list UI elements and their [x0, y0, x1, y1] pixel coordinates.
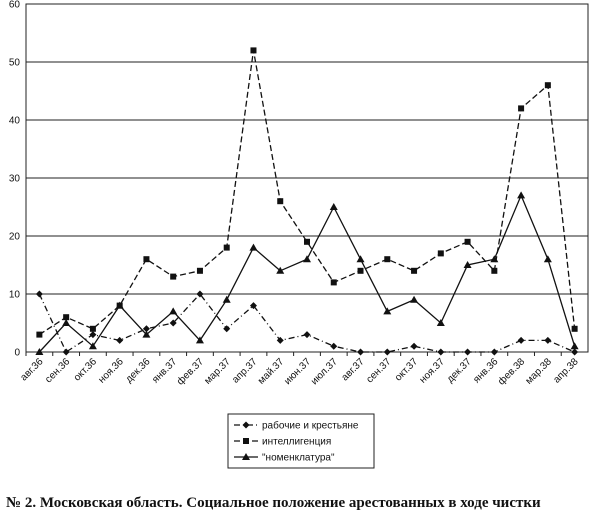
marker [35, 348, 44, 355]
marker [249, 243, 258, 251]
y-tick-label: 10 [9, 290, 21, 301]
marker [277, 198, 284, 205]
marker [89, 331, 97, 339]
marker [223, 325, 231, 333]
marker [383, 307, 392, 315]
marker [464, 348, 472, 356]
marker [303, 331, 311, 339]
marker [62, 319, 71, 326]
marker [36, 331, 43, 338]
marker [169, 319, 177, 327]
x-tick-label: сен.37 [364, 356, 393, 385]
y-tick-label: 40 [9, 116, 21, 127]
marker [89, 325, 96, 332]
marker [195, 336, 204, 344]
marker [357, 348, 365, 356]
marker [410, 295, 419, 303]
marker [571, 325, 578, 332]
marker [329, 203, 338, 210]
marker [330, 342, 338, 350]
marker [410, 342, 418, 350]
x-tick-label: фев.37 [174, 355, 206, 387]
x-tick-label: ноя.37 [418, 356, 448, 386]
x-tick-label: дек.37 [445, 356, 474, 385]
marker [169, 307, 178, 315]
marker [330, 279, 337, 286]
marker [35, 290, 43, 298]
x-tick-label: окт.36 [72, 356, 99, 383]
x-tick-label: ноя.36 [97, 356, 127, 386]
x-tick-label: авг.37 [340, 356, 367, 383]
y-tick-label: 30 [9, 174, 21, 185]
x-tick-label: сен.36 [43, 356, 72, 385]
marker [249, 302, 257, 310]
legend-label: рабочие и крестьяне [262, 420, 359, 432]
marker [357, 267, 364, 274]
series-line [39, 50, 576, 336]
marker [544, 336, 552, 344]
marker [243, 438, 249, 444]
marker [384, 256, 391, 263]
marker [491, 267, 498, 274]
caption: № 2. Московская область. Социальное поло… [6, 495, 541, 511]
marker [517, 191, 526, 199]
marker [356, 255, 365, 263]
marker [518, 105, 525, 112]
marker [437, 250, 444, 257]
marker [196, 267, 203, 274]
x-tick-label: июн.37 [282, 356, 313, 387]
x-tick-label: май.37 [256, 356, 287, 387]
x-tick-label: апр.37 [230, 356, 260, 386]
marker [436, 319, 445, 326]
marker [490, 348, 498, 356]
legend-label: "номенклатура" [262, 453, 335, 464]
marker [544, 82, 551, 89]
marker [242, 421, 250, 429]
marker [63, 314, 70, 321]
marker [116, 336, 124, 344]
marker [304, 238, 310, 245]
y-tick-label: 50 [9, 58, 21, 69]
marker [250, 47, 257, 54]
marker [570, 342, 579, 350]
marker [437, 348, 445, 356]
legend-label: интеллигенция [262, 437, 331, 448]
marker [383, 348, 391, 356]
marker [303, 255, 311, 263]
marker [222, 295, 231, 303]
x-tick-label: авг.36 [18, 356, 45, 383]
x-tick-label: фев.38 [495, 355, 527, 387]
marker [571, 348, 579, 356]
marker [62, 348, 70, 356]
marker [142, 330, 151, 338]
marker [543, 255, 552, 263]
x-tick-label: июл.37 [309, 356, 340, 387]
x-tick-label: апр.38 [551, 356, 581, 386]
marker [115, 301, 124, 309]
marker [242, 453, 250, 460]
marker [143, 256, 150, 263]
marker [490, 255, 499, 263]
x-tick-label: мар.38 [524, 356, 555, 387]
marker [276, 266, 285, 274]
marker [517, 336, 525, 344]
marker [196, 290, 204, 298]
y-tick-label: 20 [9, 232, 21, 243]
marker [463, 261, 472, 268]
x-tick-label: дек.36 [124, 356, 153, 385]
x-tick-label: окт.37 [393, 356, 420, 383]
y-tick-label: 0 [14, 348, 20, 359]
x-tick-label: мар.37 [202, 356, 233, 387]
marker [88, 342, 97, 350]
marker [170, 273, 177, 280]
marker [464, 238, 471, 245]
marker [276, 336, 284, 344]
marker [223, 244, 230, 251]
marker [142, 325, 150, 333]
marker [411, 267, 418, 274]
y-tick-label: 60 [9, 0, 21, 11]
